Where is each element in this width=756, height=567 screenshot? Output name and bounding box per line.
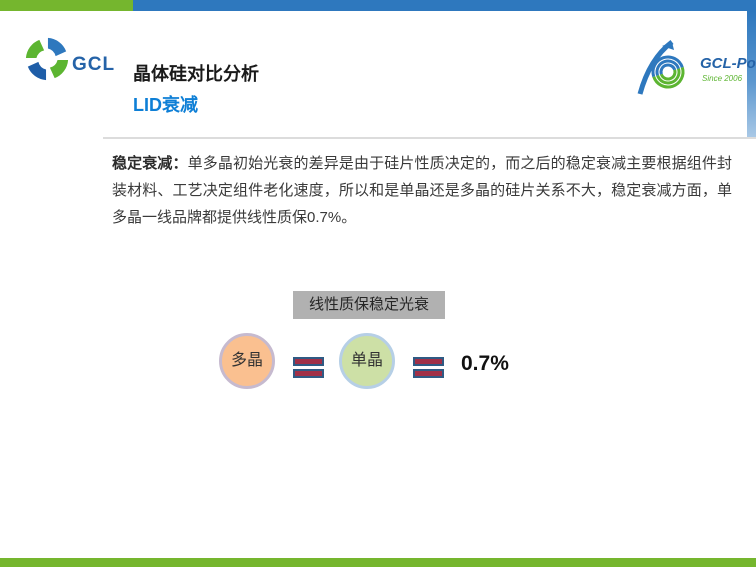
result-value: 0.7%	[461, 352, 509, 375]
body-paragraph: 稳定衰减：单多晶初始光衰的差异是由于硅片性质决定的，而之后的稳定衰减主要根据组件…	[112, 150, 732, 231]
diagram-caption: 线性质保稳定光衰	[293, 291, 445, 319]
gcl-poly-since-text: Since 2006	[702, 74, 743, 83]
paragraph-text: 单多晶初始光衰的差异是由于硅片性质决定的，而之后的稳定衰减主要根据组件封装材料、…	[112, 155, 732, 226]
page-subtitle: LID衰减	[133, 95, 198, 115]
top-bar-blue-segment	[133, 0, 756, 11]
gcl-pinwheel-icon	[24, 36, 70, 82]
equals-bar-top	[413, 357, 444, 366]
gcl-poly-logo-text: GCL-Poly	[700, 55, 756, 72]
node-monocrystalline: 单晶	[339, 333, 395, 389]
equals-bar-bottom	[413, 369, 444, 378]
equals-icon	[293, 357, 324, 378]
bottom-accent-bar	[0, 558, 756, 567]
equals-icon	[413, 357, 444, 378]
right-edge-accent-strip	[747, 11, 756, 138]
top-accent-bar	[0, 0, 756, 11]
node-polycrystalline: 多晶	[219, 333, 275, 389]
page-title: 晶体硅对比分析	[133, 64, 259, 84]
equals-bar-bottom	[293, 369, 324, 378]
header-divider	[103, 137, 756, 139]
paragraph-lead: 稳定衰减：	[112, 155, 188, 172]
gcl-logo-text: GCL	[72, 54, 116, 75]
top-bar-green-segment	[0, 0, 133, 11]
gcl-logo: GCL	[24, 36, 115, 82]
gcl-poly-logo: GCL-Poly Since 2006	[632, 38, 756, 98]
equals-bar-top	[293, 357, 324, 366]
